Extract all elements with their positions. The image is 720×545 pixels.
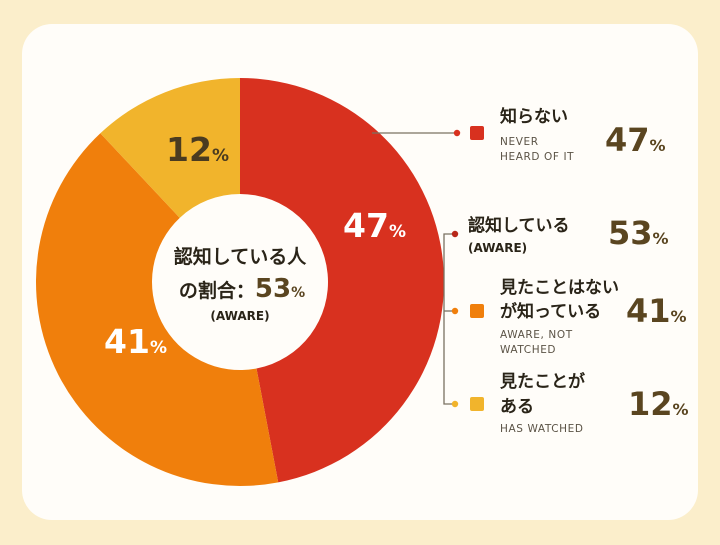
legend-aware-sub: (AWARE) — [468, 241, 527, 255]
legend-aware-not-watched-title1: 見たことはない — [499, 278, 619, 298]
legend-swatch-aware-not-watched — [470, 304, 484, 318]
legend-dots — [451, 129, 461, 408]
legend-watched-value: 12% — [628, 385, 689, 423]
center-title-line2: の割合：53% — [179, 274, 305, 304]
legend-never-sub2: HEARD OF IT — [500, 151, 574, 163]
legend-aware-value: 53% — [608, 214, 669, 252]
legend-aware-not-watched-value: 41% — [626, 292, 687, 330]
donut-slice-aware-not-watched — [36, 133, 279, 486]
slice-label-watched: 12% — [166, 130, 229, 169]
legend-aware-not-watched-sub1: AWARE, NOT — [500, 329, 573, 341]
legend-watched-sub: HAS WATCHED — [500, 423, 584, 435]
donut-slice-watched — [100, 78, 241, 218]
center-title-line1: 認知している人 — [174, 245, 307, 268]
legend-aware-not-watched-sub2: WATCHED — [500, 344, 556, 356]
legend-watched-title2: ある — [500, 397, 534, 417]
dot-aware-not-watched — [451, 307, 459, 315]
legend-never-value: 47% — [605, 121, 666, 159]
slice-label-aware-not-watched: 41% — [104, 322, 167, 361]
slice-label-never: 47% — [343, 206, 406, 245]
donut-slice-never — [240, 78, 445, 483]
donut-slices — [36, 78, 445, 486]
legend-aware-not-watched-title2: が知っている — [500, 301, 601, 322]
legend-watched-title1: 見たことが — [499, 371, 585, 392]
legend-connectors — [372, 132, 455, 405]
legend-never-title: 知らない — [499, 106, 568, 127]
dot-aware — [451, 230, 459, 238]
dot-never — [453, 129, 461, 137]
dot-watched — [451, 400, 459, 408]
legend-aware-title: 認知している — [468, 215, 570, 236]
center-subtitle: (AWARE) — [210, 309, 269, 323]
legend-swatch-watched — [470, 397, 484, 411]
legend-swatch-never — [470, 126, 484, 140]
legend-never-sub1: NEVER — [500, 136, 539, 148]
